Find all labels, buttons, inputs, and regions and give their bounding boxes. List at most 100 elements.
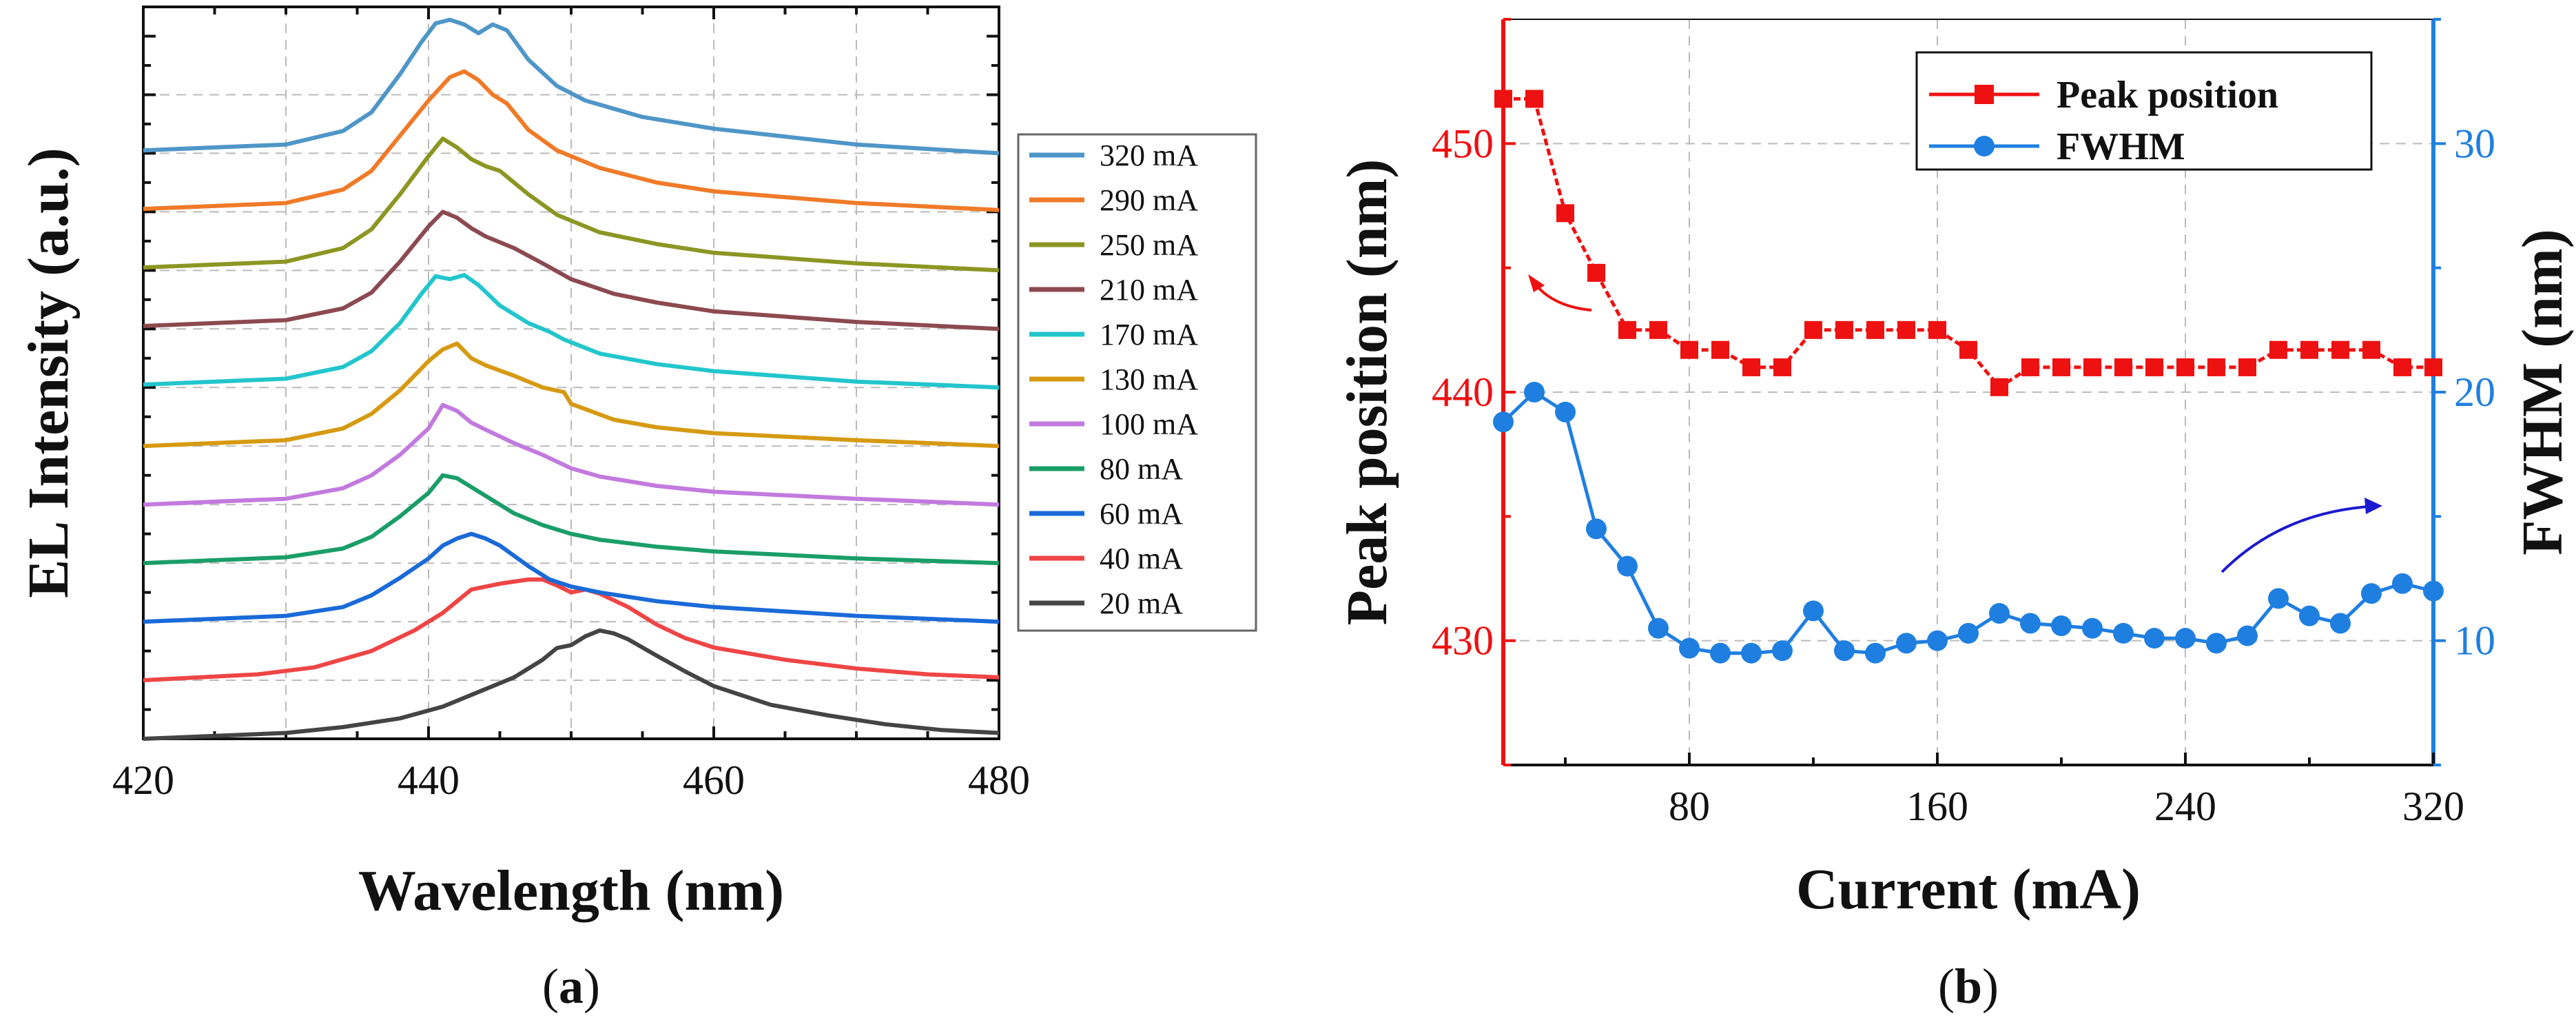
panel-b-left-tick-label: 430: [1432, 618, 1494, 664]
fwhm-point: [1617, 555, 1638, 577]
panel-a-series: [143, 17, 1000, 741]
panel-a-legend: 320 mA 290 mA 250 mA 210 mA 170 mA 130 mA 100 …: [1029, 139, 1198, 620]
panel-a-legend-label: 250 mA: [1100, 228, 1198, 262]
spectrum-line-60-ma: [143, 531, 1000, 624]
spectrum-line-130-ma: [143, 341, 1000, 449]
panel-a-label: (a): [542, 959, 600, 1014]
panel-b-left-tick-label: 440: [1432, 369, 1494, 415]
peak-position-point: [2052, 358, 2070, 376]
peak-position-point: [2145, 358, 2163, 376]
peak-position-point: [2362, 340, 2380, 359]
fwhm-point: [1772, 640, 1793, 662]
peak-position-point: [1711, 340, 1729, 359]
panel-b-xtick-label: 80: [1669, 784, 1710, 829]
spectrum-line-250-ma: [143, 136, 1000, 273]
peak-position-point: [1680, 340, 1698, 359]
panel-b-xtick-label: 320: [2402, 784, 2464, 829]
fwhm-legend-marker: [1974, 136, 1995, 156]
fwhm-point: [2237, 625, 2258, 646]
panel-b-right-tick-label: 20: [2454, 369, 2495, 415]
fwhm-point: [2051, 615, 2072, 637]
fwhm-point: [1648, 618, 1669, 639]
panel-a-xtick-label: 480: [968, 757, 1030, 803]
peak-position-legend-marker: [1975, 85, 1994, 104]
panel-b-label-close: ): [1982, 959, 1999, 1014]
panel-b-label-open: (: [1938, 959, 1955, 1014]
peak-position-point: [2207, 358, 2225, 376]
panel-a-legend-label: 80 mA: [1100, 452, 1183, 486]
panel-a-legend-label: 290 mA: [1100, 183, 1198, 217]
panel-a-legend-label: 210 mA: [1100, 273, 1198, 307]
fwhm-point: [2330, 613, 2351, 634]
peak-position-point: [1742, 358, 1760, 376]
panel-b-chart: 80 160 240 320 430 440 450 10 20 30 Peak position…: [1335, 18, 2575, 1014]
panel-a-label-letter: a: [559, 959, 584, 1014]
panel-b-series: [1493, 90, 2444, 664]
peak-axis-arrowhead: [1528, 274, 1545, 292]
fwhm-point: [2299, 605, 2320, 626]
fwhm-point: [2082, 618, 2103, 639]
fwhm-point: [1865, 642, 1886, 664]
panel-a-xtick-label: 420: [112, 757, 174, 803]
panel-a-legend-label: 20 mA: [1100, 586, 1183, 620]
fwhm-point: [1493, 411, 1514, 433]
panel-b-label: (b): [1938, 959, 1999, 1014]
panel-b-xlabel: Current (mA): [1796, 857, 2141, 921]
panel-b-legend-label: FWHM: [2057, 125, 2185, 168]
spectrum-line-290-ma: [143, 69, 1000, 212]
peak-axis-arrow: [1534, 283, 1592, 312]
panel-a-label-open: (: [542, 959, 559, 1014]
peak-position-point: [2331, 340, 2349, 359]
peak-position-point: [2238, 358, 2256, 376]
peak-position-point: [1773, 358, 1791, 376]
peak-position-point: [2114, 358, 2132, 376]
fwhm-axis-arrowhead: [2364, 498, 2382, 514]
panel-a-ticks: 420 440 460 480: [112, 6, 1030, 803]
peak-position-point: [1959, 340, 1977, 359]
fwhm-point: [1958, 622, 1979, 644]
fwhm-point: [1927, 630, 1948, 651]
panel-a-label-close: ): [584, 959, 600, 1014]
peak-position-point: [1928, 320, 1946, 339]
panel-b-right-tick-label: 30: [2454, 121, 2495, 166]
fwhm-point: [1741, 642, 1762, 664]
fwhm-axis-arrow: [2220, 505, 2369, 573]
peak-position-point: [2424, 358, 2442, 376]
fwhm-point: [1679, 638, 1700, 659]
spectrum-line-80-ma: [143, 473, 1000, 566]
spectrum-line-320-ma: [143, 17, 1000, 156]
panel-a-chart: 420 440 460 480 320 mA 290 mA 250 mA 210 mA 170…: [17, 6, 1257, 1014]
fwhm-point: [2361, 583, 2382, 604]
peak-position-point: [2021, 358, 2039, 376]
peak-position-point: [2083, 358, 2101, 376]
fwhm-point: [2268, 588, 2289, 609]
panel-a-legend-label: 60 mA: [1100, 497, 1183, 531]
peak-position-point: [1866, 320, 1884, 339]
panel-b-legend-label: Peak position: [2057, 74, 2278, 116]
peak-position-point: [1618, 320, 1636, 339]
fwhm-point: [2392, 573, 2413, 594]
spectrum-line-20-ma: [143, 628, 1000, 741]
panel-a-legend-label: 320 mA: [1100, 139, 1198, 172]
panel-b-xtick-label: 160: [1906, 784, 1968, 829]
panel-b-left-tick-label: 450: [1432, 121, 1494, 166]
fwhm-point: [2020, 613, 2041, 634]
fwhm-point: [2175, 628, 2196, 649]
peak-position-point: [1649, 320, 1667, 339]
fwhm-point: [1555, 401, 1576, 422]
panel-b-legend: Peak position FWHM: [1929, 74, 2278, 168]
spectrum-line-100-ma: [143, 402, 1000, 507]
spectrum-line-210-ma: [143, 210, 1000, 332]
panel-b-xtick-label: 240: [2154, 784, 2216, 829]
fwhm-point: [2113, 622, 2134, 644]
fwhm-point: [2423, 580, 2444, 602]
peak-position-point: [1835, 320, 1853, 339]
panel-b-label-letter: b: [1955, 959, 1982, 1014]
peak-position-point: [1587, 263, 1605, 282]
panel-a-xtick-label: 460: [683, 757, 745, 803]
peak-position-point: [2393, 358, 2411, 376]
peak-position-point: [2300, 340, 2318, 359]
panel-b-right-tick-label: 10: [2454, 618, 2495, 664]
peak-position-point: [2176, 358, 2194, 376]
